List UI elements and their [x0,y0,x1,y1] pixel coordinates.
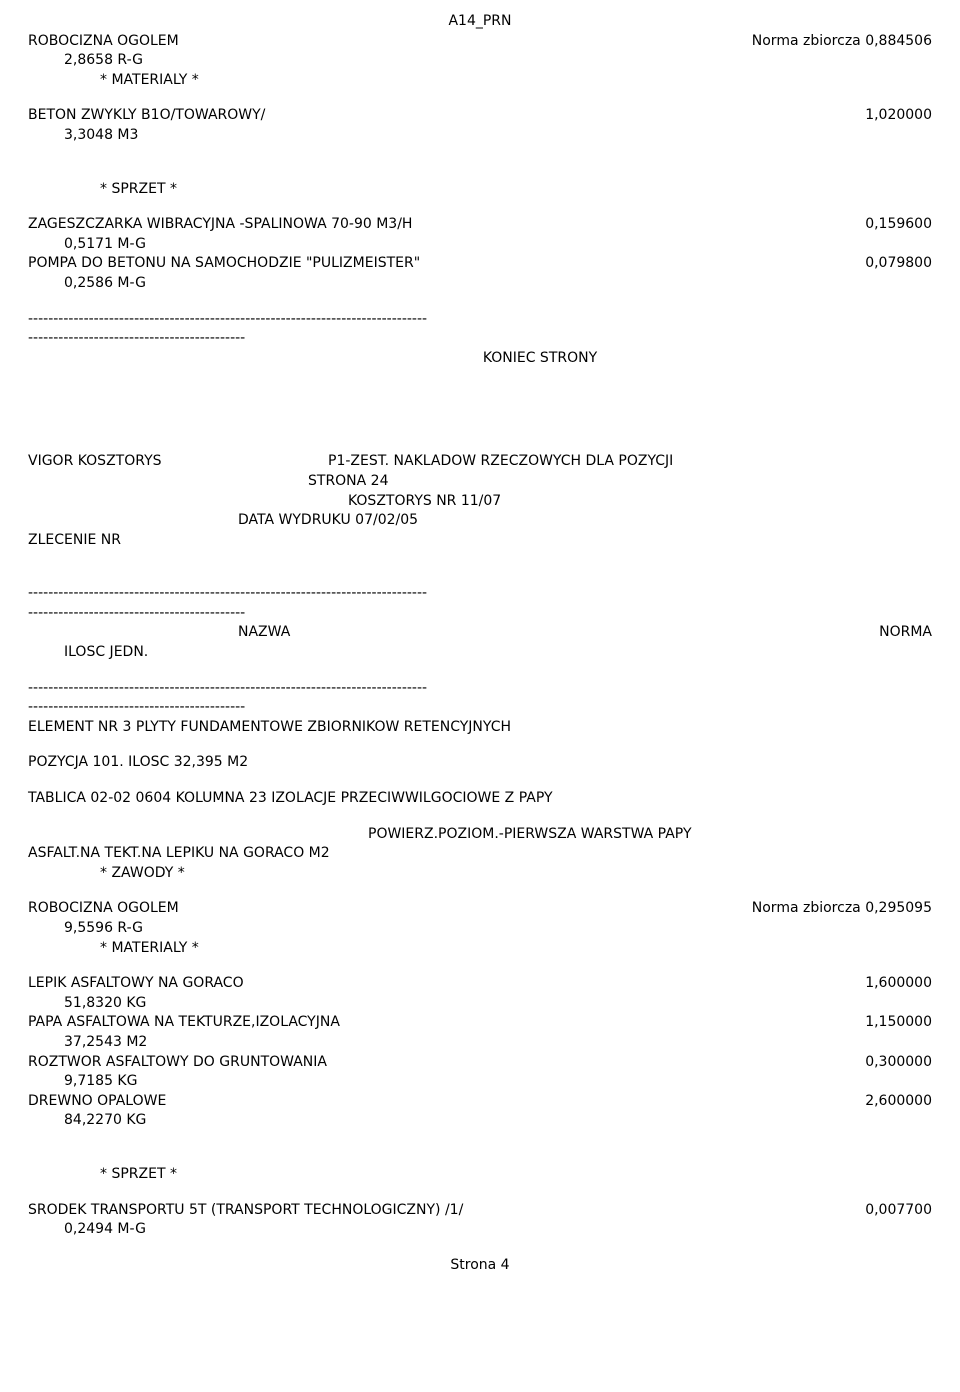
srodek-qty: 0,2494 M-G [28,1220,932,1240]
powierz-line: POWIERZ.POZIOM.-PIERWSZA WARSTWA PAPY [28,825,932,845]
sprzet2-header: * SPRZET * [28,1165,932,1185]
zageszczarka-row: ZAGESZCZARKA WIBRACYJNA -SPALINOWA 70-90… [28,215,932,235]
robocizna-qty: 2,8658 R-G [28,51,932,71]
zageszczarka-qty: 0,5171 M-G [28,235,932,255]
vigor-zlecenie: ZLECENIE NR [28,531,932,551]
beton-row: BETON ZWYKLY B1O/TOWAROWY/ 1,020000 [28,106,932,126]
lepik-norm: 1,600000 [865,974,932,994]
pompa-label: POMPA DO BETONU NA SAMOCHODZIE "PULIZMEI… [28,254,420,274]
norma-label: NORMA [879,623,932,643]
pozycja-line: POZYCJA 101. ILOSC 32,395 M2 [28,753,932,773]
asfalt-line: ASFALT.NA TEKT.NA LEPIKU NA GORACO M2 [28,844,932,864]
papa-norm: 1,150000 [865,1013,932,1033]
divider-short-2: ----------------------------------------… [28,604,932,624]
robocizna-label: ROBOCIZNA OGOLEM [28,32,179,52]
roztwor-label: ROZTWOR ASFALTOWY DO GRUNTOWANIA [28,1053,327,1073]
element-header: ELEMENT NR 3 PLYTY FUNDAMENTOWE ZBIORNIK… [28,718,932,738]
divider-short-3: ----------------------------------------… [28,698,932,718]
materialy2-header: * MATERIALY * [28,939,932,959]
rob2-row: ROBOCIZNA OGOLEM Norma zbiorcza 0,295095 [28,899,932,919]
vigor-strona: STRONA 24 [28,472,932,492]
beton-label: BETON ZWYKLY B1O/TOWAROWY/ [28,106,265,126]
divider-long-3: ----------------------------------------… [28,679,932,699]
materialy-header: * MATERIALY * [28,71,932,91]
drewno-norm: 2,600000 [865,1092,932,1112]
divider-short: ----------------------------------------… [28,329,932,349]
lepik-label: LEPIK ASFALTOWY NA GORACO [28,974,244,994]
vigor-kosz-nr: KOSZTORYS NR 11/07 [28,492,932,512]
roztwor-norm: 0,300000 [865,1053,932,1073]
pompa-row: POMPA DO BETONU NA SAMOCHODZIE "PULIZMEI… [28,254,932,274]
drewno-row: DREWNO OPALOWE 2,600000 [28,1092,932,1112]
vigor-left: VIGOR KOSZTORYS [28,452,328,472]
nazwa-row: NAZWA NORMA [28,623,932,643]
nazwa-label: NAZWA [28,623,290,643]
sprzet-header: * SPRZET * [28,180,932,200]
papa-label: PAPA ASFALTOWA NA TEKTURZE,IZOLACYJNA [28,1013,340,1033]
zageszczarka-label: ZAGESZCZARKA WIBRACYJNA -SPALINOWA 70-90… [28,215,412,235]
srodek-label: SRODEK TRANSPORTU 5T (TRANSPORT TECHNOLO… [28,1201,463,1221]
divider-long-2: ----------------------------------------… [28,584,932,604]
roztwor-qty: 9,7185 KG [28,1072,932,1092]
rob2-label: ROBOCIZNA OGOLEM [28,899,179,919]
vigor-row: VIGOR KOSZTORYS P1-ZEST. NAKLADOW RZECZO… [28,452,932,472]
lepik-row: LEPIK ASFALTOWY NA GORACO 1,600000 [28,974,932,994]
beton-norm: 1,020000 [865,106,932,126]
papa-qty: 37,2543 M2 [28,1033,932,1053]
srodek-norm: 0,007700 [865,1201,932,1221]
page-footer: Strona 4 [28,1256,932,1276]
rob2-norm: Norma zbiorcza 0,295095 [752,899,932,919]
roztwor-row: ROZTWOR ASFALTOWY DO GRUNTOWANIA 0,30000… [28,1053,932,1073]
robocizna-row: ROBOCIZNA OGOLEM Norma zbiorcza 0,884506 [28,32,932,52]
drewno-qty: 84,2270 KG [28,1111,932,1131]
zawody-header: * ZAWODY * [28,864,932,884]
papa-row: PAPA ASFALTOWA NA TEKTURZE,IZOLACYJNA 1,… [28,1013,932,1033]
ilosc-jedn: ILOSC JEDN. [28,643,932,663]
pompa-norm: 0,079800 [865,254,932,274]
drewno-label: DREWNO OPALOWE [28,1092,166,1112]
pompa-qty: 0,2586 M-G [28,274,932,294]
tablica-line: TABLICA 02-02 0604 KOLUMNA 23 IZOLACJE P… [28,789,932,809]
divider-long: ----------------------------------------… [28,310,932,330]
lepik-qty: 51,8320 KG [28,994,932,1014]
srodek-row: SRODEK TRANSPORTU 5T (TRANSPORT TECHNOLO… [28,1201,932,1221]
rob2-qty: 9,5596 R-G [28,919,932,939]
robocizna-norm: Norma zbiorcza 0,884506 [752,32,932,52]
beton-qty: 3,3048 M3 [28,126,932,146]
koniec-strony: KONIEC STRONY [28,349,932,369]
zageszczarka-norm: 0,159600 [865,215,932,235]
doc-filename: A14_PRN [28,12,932,32]
vigor-data: DATA WYDRUKU 07/02/05 [28,511,932,531]
vigor-right: P1-ZEST. NAKLADOW RZECZOWYCH DLA POZYCJI [328,452,673,472]
